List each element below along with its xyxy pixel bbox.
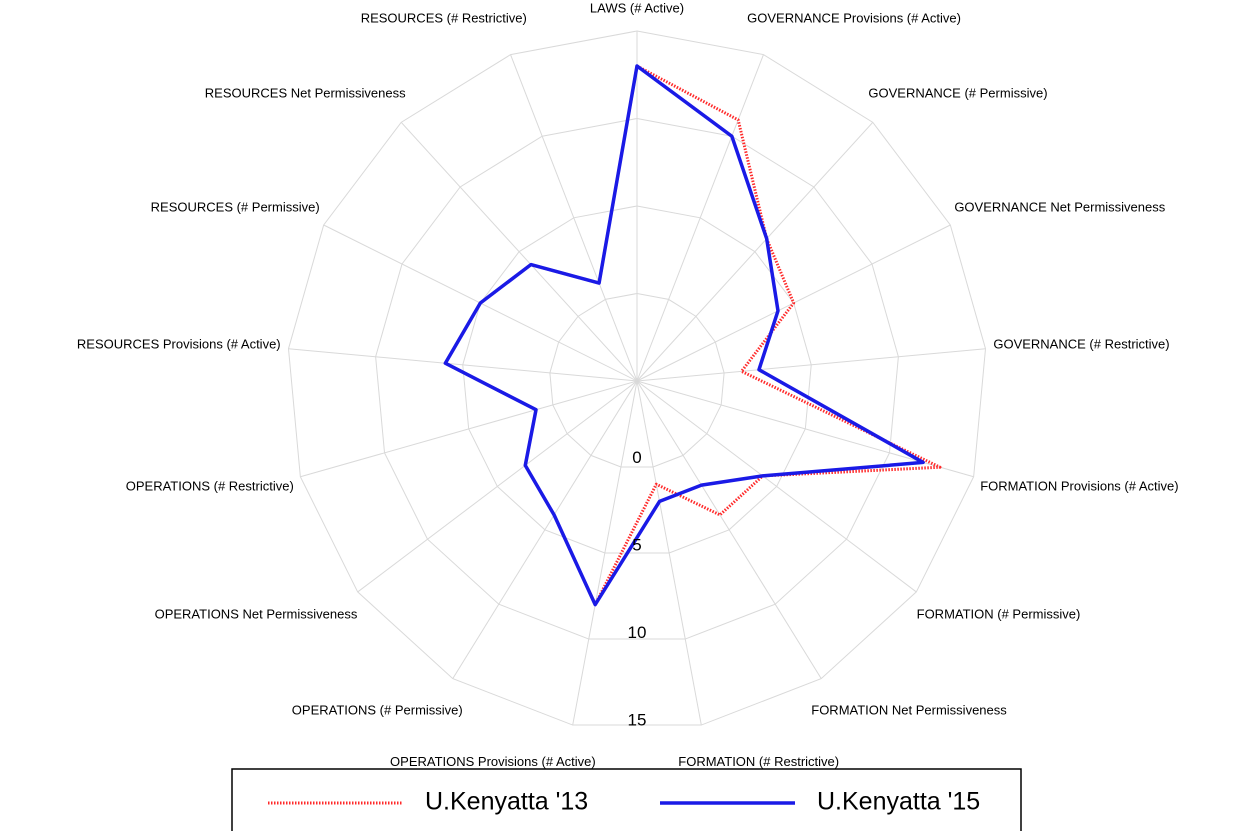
legend-label: U.Kenyatta '15 — [817, 788, 980, 816]
spoke — [510, 54, 638, 382]
grid-ring — [287, 30, 987, 726]
axis-label: GOVERNANCE (# Restrictive) — [993, 337, 1169, 352]
axis-label: OPERATIONS Provisions (# Active) — [390, 754, 596, 769]
spoke — [400, 122, 638, 382]
legend-box — [231, 768, 1022, 831]
axis-label: GOVERNANCE Provisions (# Active) — [747, 11, 961, 26]
legend-label: U.Kenyatta '13 — [425, 788, 588, 816]
axis-label: RESOURCES Provisions (# Active) — [77, 337, 281, 352]
tick-label: 10 — [628, 623, 647, 642]
spoke — [288, 348, 638, 382]
axis-label: FORMATION (# Permissive) — [917, 606, 1081, 621]
grid-ring — [462, 205, 812, 554]
series-line — [443, 64, 925, 607]
series-line — [443, 64, 942, 607]
axis-label: RESOURCES (# Restrictive) — [361, 11, 527, 26]
axis-label: OPERATIONS Net Permissiveness — [155, 606, 358, 621]
tick-label: 15 — [628, 710, 647, 729]
spoke — [636, 348, 986, 382]
grid-ring — [549, 292, 725, 468]
axis-label: GOVERNANCE Net Permissiveness — [954, 199, 1165, 214]
axis-label: OPERATIONS (# Restrictive) — [126, 479, 294, 494]
axis-label: RESOURCES Net Permissiveness — [205, 86, 406, 101]
axis-label: OPERATIONS (# Permissive) — [292, 702, 463, 717]
axis-label: GOVERNANCE (# Permissive) — [868, 86, 1047, 101]
axis-label: FORMATION Provisions (# Active) — [980, 479, 1178, 494]
spoke — [636, 122, 874, 382]
axis-label: RESOURCES (# Permissive) — [151, 199, 320, 214]
spoke — [636, 380, 702, 726]
spoke — [452, 380, 638, 679]
grid-ring — [375, 117, 899, 640]
spoke — [572, 380, 638, 726]
spoke — [636, 54, 764, 382]
tick-label: 0 — [632, 448, 641, 467]
spoke — [636, 380, 917, 593]
axis-label: LAWS (# Active) — [590, 0, 684, 15]
axis-label: FORMATION (# Restrictive) — [678, 754, 839, 769]
tick-label: 5 — [632, 535, 641, 554]
spoke — [357, 380, 638, 593]
axis-label: FORMATION Net Permissiveness — [811, 702, 1007, 717]
spoke — [636, 380, 822, 679]
spoke — [300, 380, 638, 478]
